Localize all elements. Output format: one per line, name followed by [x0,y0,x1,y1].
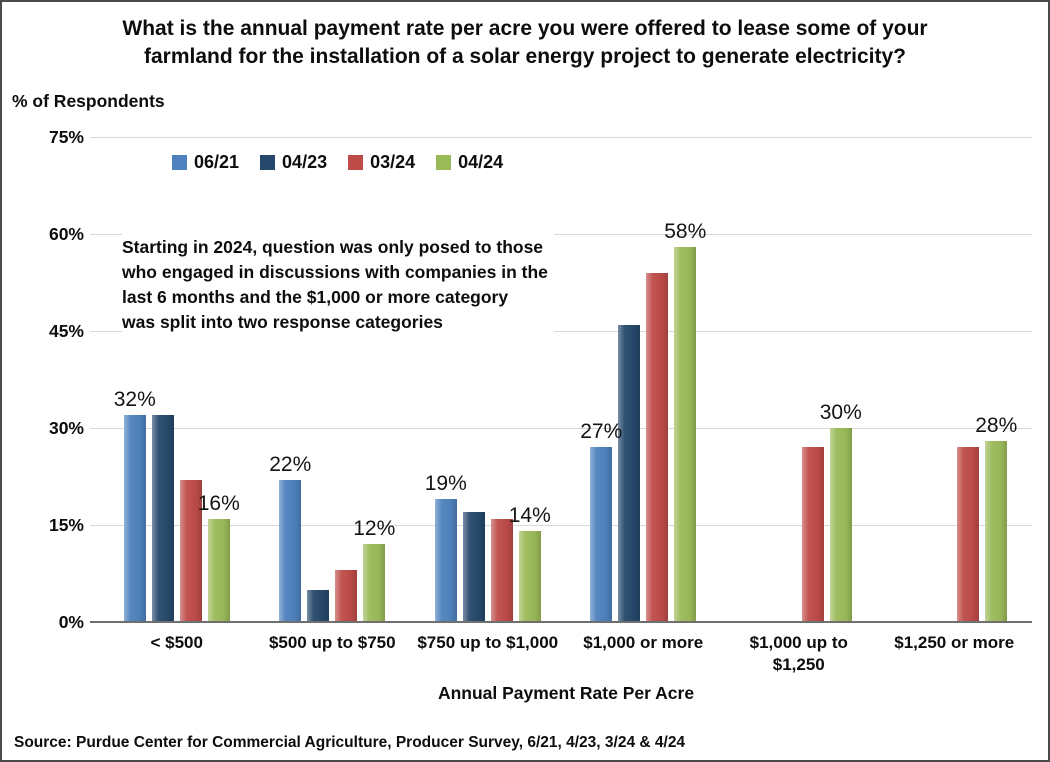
bar-value-label: 16% [197,491,240,515]
x-category-label-line: < $500 [150,633,203,652]
legend-item-04-23: 04/23 [260,152,327,173]
source-text: Source: Purdue Center for Commercial Agr… [14,734,686,751]
bar-06-21-cat3 [590,447,613,622]
y-tick-label: 75% [48,127,84,147]
bar-03-24-cat5 [957,447,980,622]
x-category-label-line: $500 up to $750 [268,633,396,652]
bar-04-23-cat2 [462,512,485,622]
legend-swatch [436,155,452,170]
x-axis-line [90,621,1032,623]
x-axis-title: Annual Payment Rate Per Acre [437,683,695,703]
bar-value-label: 58% [664,219,707,243]
x-category-label-line: $1,000 up to [749,633,848,652]
x-category-label-line: $750 up to $1,000 [417,633,559,652]
y-axis-title: % of Respondents [12,91,165,111]
bar-03-24-cat2 [490,518,513,622]
annotation-line: who engaged in discussions with companie… [122,262,548,282]
legend-swatch [348,155,364,170]
plot-area: 32% 16% 22% 12% 19% 14% 27% 58% 30% 28% [90,136,1032,623]
legend: 06/21 04/23 03/24 04/24 [172,152,503,173]
legend-item-03-24: 03/24 [348,152,415,173]
bar-03-24-cat4 [801,447,824,622]
grid-line [90,233,1032,235]
x-category-label-line: $1,000 or more [583,633,704,652]
bar-04-24-cat3 [674,246,697,622]
annotation-line: Starting in 2024, question was only pose… [122,237,544,257]
x-category-label: $750 up to $1,000 [403,632,573,654]
bar-value-label: 32% [113,388,156,412]
bar-06-21-cat2 [434,499,457,622]
annotation-line: was split into two response categories [122,312,443,332]
bar-value-label: 27% [580,420,623,444]
bar-03-24-cat3 [646,272,669,622]
bar-value-label: 19% [424,472,467,496]
y-tick-label: 15% [48,515,84,535]
bar-value-label: 30% [819,401,862,424]
bar-04-24-cat1 [363,544,386,622]
legend-swatch [260,155,276,170]
legend-label: 06/21 [194,152,240,172]
bar-value-label: 14% [508,504,551,528]
bar-04-24-cat4 [829,428,852,622]
bar-03-24-cat0 [179,479,202,622]
bar-04-24-cat5 [985,440,1008,622]
bar-04-24-cat2 [518,531,541,622]
bar-03-24-cat1 [335,570,358,622]
bar-value-label: 22% [269,452,312,476]
bar-04-23-cat0 [151,415,174,622]
x-category-label: $1,250 or more [869,632,1039,654]
legend-item-04-24: 04/24 [436,152,503,173]
bar-04-23-cat1 [307,589,330,622]
bar-06-21-cat0 [123,415,146,622]
chart-title-line-2: farmland for the installation of a solar… [143,45,907,68]
grid-line [90,524,1032,526]
legend-item-06-21: 06/21 [172,152,239,173]
x-category-label-line: $1,250 [772,655,825,674]
x-category-label-line: $1,250 or more [894,633,1015,652]
chart-title-line-1: What is the annual payment rate per acre… [122,17,928,40]
grid-line [90,136,1032,138]
legend-label: 03/24 [370,152,416,172]
grid-line [90,330,1032,332]
x-category-label: $1,000 up to $1,250 [714,632,884,676]
annotation: Starting in 2024, question was only pose… [122,233,554,339]
x-category-label: $1,000 or more [558,632,728,654]
y-tick-label: 30% [48,418,84,438]
legend-label: 04/23 [282,152,328,172]
annotation-line: last 6 months and the $1,000 or more cat… [122,287,509,307]
x-category-label: < $500 [92,632,262,654]
bar-value-label: 12% [353,517,396,541]
chart-title: What is the annual payment rate per acre… [2,15,1048,71]
bar-04-23-cat3 [618,324,641,622]
y-tick-label: 0% [58,612,84,632]
bar-value-label: 28% [975,413,1018,437]
grid-line [90,427,1032,429]
x-category-label: $500 up to $750 [247,632,417,654]
bar-06-21-cat1 [279,479,302,622]
y-tick-label: 45% [48,321,84,341]
bar-04-24-cat0 [207,518,230,622]
legend-swatch [172,155,187,170]
legend-label: 04/24 [458,152,504,172]
y-tick-label: 60% [48,224,84,244]
